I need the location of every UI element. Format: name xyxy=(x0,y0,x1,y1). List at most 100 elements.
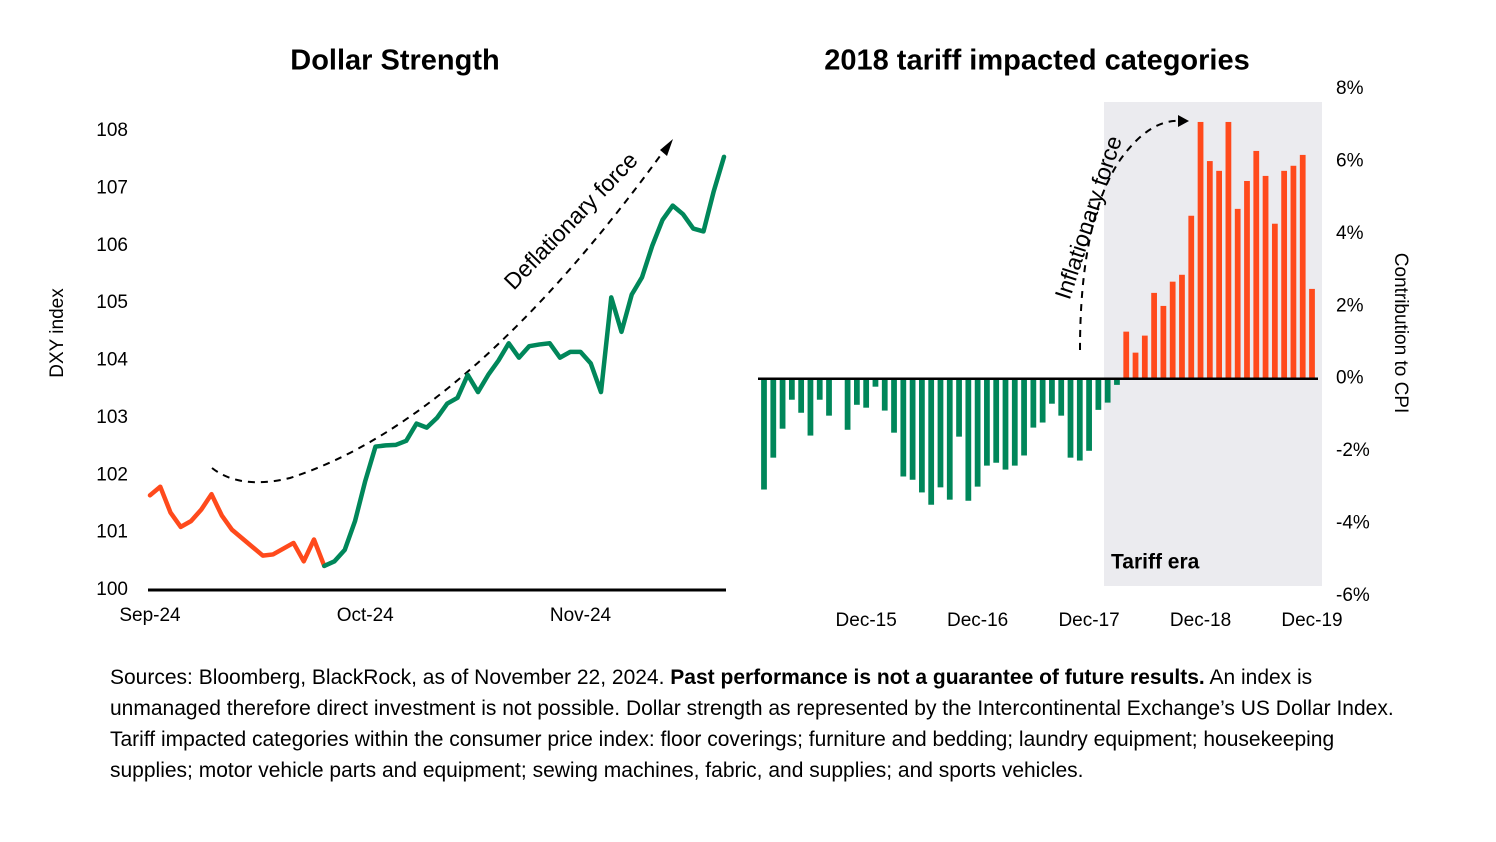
bar xyxy=(1104,378,1111,403)
y-tick-label: 101 xyxy=(96,522,128,543)
bar xyxy=(816,378,823,400)
bar xyxy=(965,378,972,501)
bar xyxy=(937,378,944,488)
y-axis-label: Contribution to CPI xyxy=(1390,253,1411,414)
y-tick-label: 107 xyxy=(96,177,128,198)
bar xyxy=(1151,292,1157,379)
bar xyxy=(1011,378,1018,466)
y-axis-label: DXY index xyxy=(47,288,68,378)
bar xyxy=(1114,378,1120,385)
bar xyxy=(1188,215,1195,379)
bar xyxy=(1021,378,1027,456)
bar xyxy=(919,378,925,493)
bar xyxy=(854,378,860,405)
bar xyxy=(1281,170,1288,379)
bar xyxy=(788,378,795,400)
bar xyxy=(1309,288,1315,379)
bar xyxy=(1049,378,1055,404)
x-tick-label: Dec-16 xyxy=(947,610,1008,631)
bar xyxy=(1179,274,1185,379)
y-tick-label: -2% xyxy=(1336,440,1370,461)
bar xyxy=(1030,378,1037,428)
y-tick-label: 100 xyxy=(96,579,128,600)
chart-title: 2018 tariff impacted categories xyxy=(824,45,1250,77)
bar xyxy=(1197,121,1204,379)
x-tick-label: Dec-18 xyxy=(1170,610,1231,631)
arrow-head xyxy=(1178,115,1189,127)
bar xyxy=(928,378,935,505)
bar xyxy=(881,378,888,411)
footnote-source: Sources: Bloomberg, BlackRock, as of Nov… xyxy=(110,666,665,689)
bar xyxy=(1095,378,1102,410)
bar xyxy=(1299,154,1306,379)
bar xyxy=(863,378,870,408)
bar xyxy=(807,378,814,436)
bar xyxy=(1271,223,1278,379)
bar xyxy=(798,378,805,413)
bar xyxy=(984,378,990,466)
y-tick-label: 105 xyxy=(96,292,128,313)
annotation: Deflationary force xyxy=(499,147,643,295)
x-tick-label: Dec-17 xyxy=(1058,610,1119,631)
bar xyxy=(909,378,916,480)
footnote: Sources: Bloomberg, BlackRock, as of Nov… xyxy=(110,662,1400,786)
bar xyxy=(1132,352,1139,379)
bar xyxy=(1058,378,1065,416)
bar xyxy=(1067,378,1074,458)
bar xyxy=(1123,331,1130,379)
bar xyxy=(761,378,767,490)
bar xyxy=(1262,175,1269,379)
bar xyxy=(1076,378,1083,461)
bar xyxy=(1225,121,1232,379)
y-tick-label: -6% xyxy=(1336,585,1370,606)
y-tick-label: -4% xyxy=(1336,513,1370,534)
bar xyxy=(844,378,851,430)
x-tick-label: Dec-19 xyxy=(1281,610,1342,631)
bar xyxy=(993,378,1000,463)
y-tick-label: 106 xyxy=(96,235,128,256)
y-tick-label: 2% xyxy=(1336,295,1364,316)
bar xyxy=(1169,281,1176,379)
bar xyxy=(956,378,962,437)
y-tick-label: 6% xyxy=(1336,150,1364,171)
bar xyxy=(1039,378,1046,423)
bar xyxy=(1244,180,1250,379)
chart-title: Dollar Strength xyxy=(290,45,499,77)
y-tick-label: 108 xyxy=(96,120,128,141)
footnote-text: An index is unmanaged therefore direct i… xyxy=(110,666,1394,782)
footnote-bold: Past performance is not a guarantee of f… xyxy=(670,666,1205,689)
y-tick-label: 8% xyxy=(1336,78,1364,99)
x-tick-label: Nov-24 xyxy=(550,605,612,626)
bar xyxy=(779,378,786,429)
x-tick-label: Dec-15 xyxy=(836,610,897,631)
bar xyxy=(1086,378,1092,451)
x-tick-label: Sep-24 xyxy=(119,605,181,626)
y-tick-label: 0% xyxy=(1336,368,1364,389)
x-tick-label: Oct-24 xyxy=(337,605,394,626)
bar xyxy=(974,378,981,487)
bar xyxy=(946,378,953,500)
bar xyxy=(1002,378,1009,470)
bar xyxy=(770,378,777,458)
bar xyxy=(1141,335,1148,379)
bar xyxy=(872,378,879,387)
y-tick-label: 4% xyxy=(1336,223,1364,244)
bar xyxy=(1160,305,1167,379)
bar xyxy=(1253,150,1260,379)
tariff-era-shade xyxy=(1104,102,1322,586)
bar xyxy=(1216,170,1222,379)
bar xyxy=(1290,165,1297,379)
y-tick-label: 102 xyxy=(96,464,128,485)
bar xyxy=(1234,208,1241,379)
bar xyxy=(826,378,832,416)
line-series xyxy=(322,154,727,569)
bar xyxy=(900,378,907,477)
arrow-head xyxy=(660,139,673,156)
bar xyxy=(1206,161,1213,379)
bar xyxy=(891,378,897,433)
line-series xyxy=(147,484,327,569)
y-tick-label: 104 xyxy=(96,350,128,371)
region-label: Tariff era xyxy=(1111,551,1200,574)
